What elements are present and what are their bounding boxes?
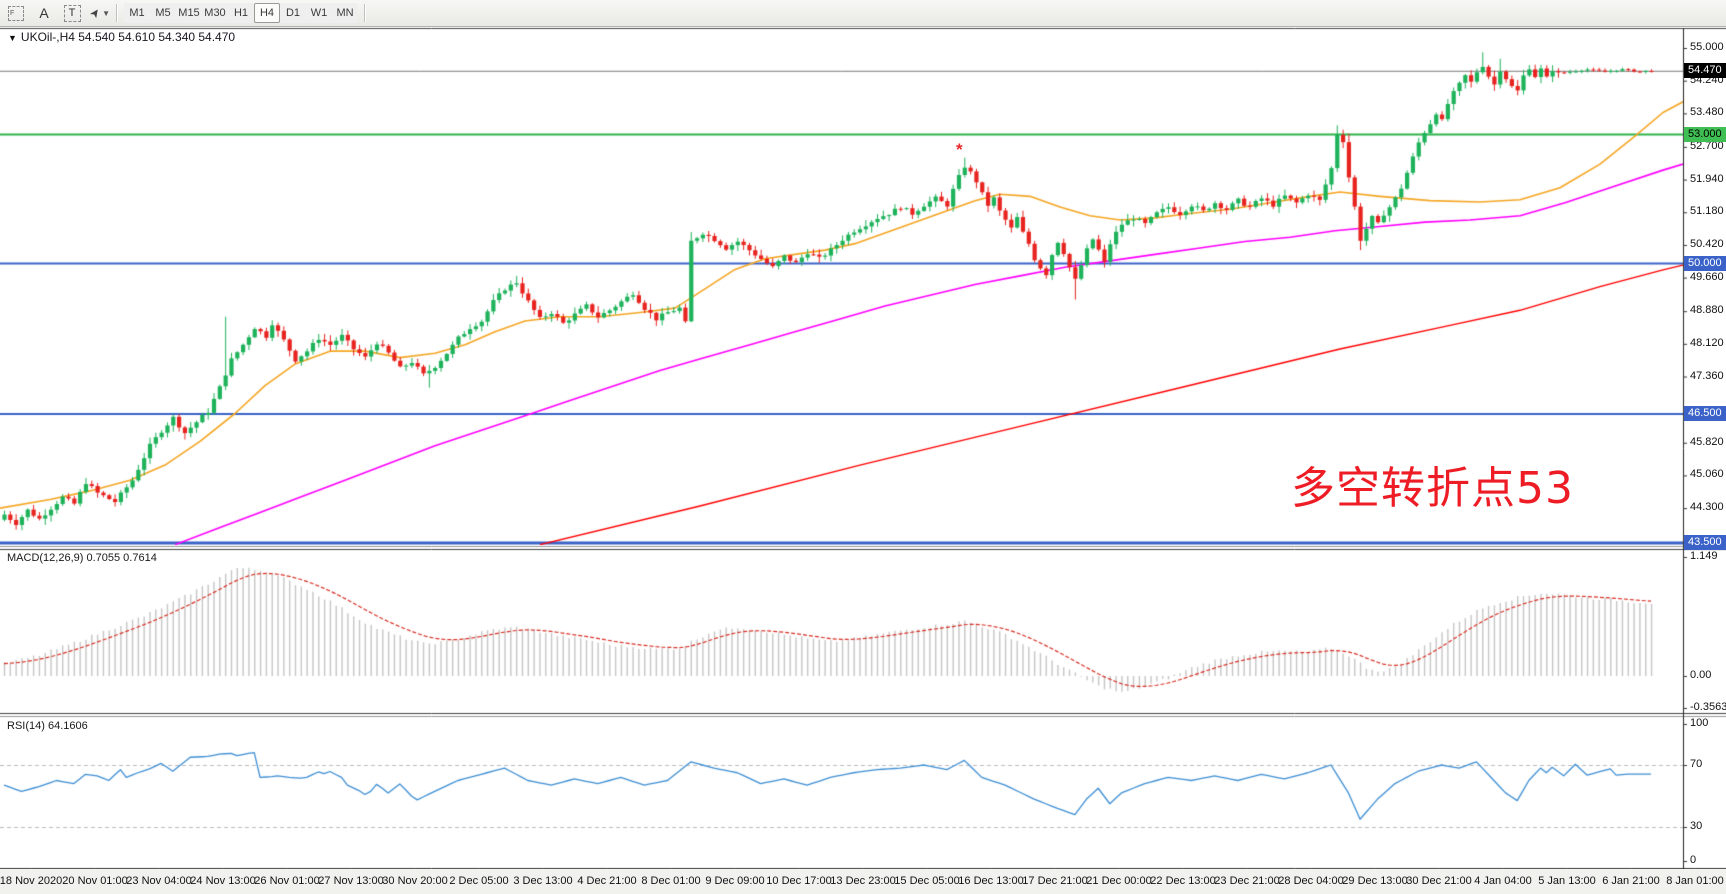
price-label: 55.000	[1690, 41, 1724, 53]
toolbar-separator	[115, 4, 118, 22]
macd-scale-label: 0.00	[1690, 669, 1712, 681]
timeframe-m30[interactable]: M30	[201, 3, 228, 23]
time-label: 23 Nov 04:00	[126, 875, 192, 887]
cursor-icon: ➤	[86, 4, 104, 22]
timeframe-m15[interactable]: M15	[175, 3, 202, 23]
time-label: 28 Dec 04:00	[1278, 875, 1344, 887]
price-label: 51.940	[1690, 172, 1724, 185]
macd-scale-label: -0.3563	[1690, 701, 1726, 713]
price-level-badge: 53.000	[1684, 126, 1726, 142]
time-label: 16 Dec 13:00	[958, 875, 1024, 887]
price-level-badge: 46.500	[1684, 406, 1726, 421]
time-label: 20 Nov 01:00	[62, 875, 128, 887]
time-label: 30 Dec 21:00	[1406, 875, 1472, 887]
toolbar: F A T ➤ ▼ M1 M5 M15 M30 H1 H4 D1 W1 MN	[0, 0, 1726, 27]
rsi-scale-label: 0	[1690, 854, 1697, 866]
price-label: 44.300	[1690, 501, 1724, 514]
timeframe-mn[interactable]: MN	[331, 3, 358, 23]
time-label: 3 Dec 13:00	[513, 875, 573, 887]
time-label: 5 Jan 13:00	[1538, 875, 1596, 887]
time-label: 13 Dec 23:00	[830, 875, 896, 887]
timeframe-h4[interactable]: H4	[253, 3, 280, 23]
time-label: 15 Dec 05:00	[894, 875, 960, 887]
price-label: 49.660	[1690, 270, 1724, 283]
price-level-badge: 43.500	[1684, 535, 1726, 550]
rsi-scale-label: 30	[1690, 820, 1703, 832]
macd-indicator-label: MACD(12,26,9) 0.7055 0.7614	[7, 552, 157, 564]
price-level-badge: 50.000	[1684, 255, 1726, 271]
price-label: 52.700	[1690, 139, 1724, 152]
time-label: 30 Nov 20:00	[382, 875, 448, 887]
chevron-down-icon[interactable]: ▼	[102, 8, 110, 18]
time-label: 22 Dec 13:00	[1150, 875, 1216, 887]
rsi-scale-label: 100	[1690, 717, 1709, 729]
grid-icon[interactable]: F	[4, 2, 28, 24]
timeframe-w1[interactable]: W1	[305, 3, 332, 23]
collapse-triangle-icon[interactable]: ▼	[8, 33, 17, 43]
current-price-badge: 54.470	[1684, 63, 1726, 79]
peak-marker: *	[956, 140, 963, 159]
timeframe-m1[interactable]: M1	[123, 3, 150, 23]
price-label: 48.880	[1690, 304, 1724, 317]
time-label: 6 Jan 21:00	[1602, 875, 1660, 887]
time-label: 27 Nov 13:00	[318, 875, 384, 887]
price-label: 53.480	[1690, 106, 1724, 119]
macd-scale-label: 1.149	[1690, 549, 1718, 562]
cursor-tool[interactable]: ➤ ▼	[86, 5, 110, 21]
time-label: 8 Jan 01:00	[1666, 875, 1724, 887]
time-label: 10 Dec 17:00	[766, 875, 832, 887]
timeframe-d1[interactable]: D1	[279, 3, 306, 23]
time-axis-band	[0, 869, 1726, 894]
time-label: 21 Dec 00:00	[1086, 875, 1152, 887]
timeframe-h1[interactable]: H1	[227, 3, 254, 23]
symbol-ohlc-text: UKOil-,H4 54.540 54.610 54.340 54.470	[20, 30, 236, 44]
time-label: 17 Dec 21:00	[1022, 875, 1088, 887]
time-label: 18 Nov 2020	[0, 875, 63, 887]
time-label: 8 Dec 01:00	[641, 875, 701, 887]
time-label: 9 Dec 09:00	[705, 875, 765, 887]
price-label: 45.820	[1690, 435, 1724, 448]
chart-title: ▼ UKOil-,H4 54.540 54.610 54.340 54.470	[8, 30, 235, 44]
price-label: 48.120	[1690, 336, 1724, 349]
time-label: 4 Jan 04:00	[1474, 875, 1532, 887]
rsi-scale-label: 70	[1690, 758, 1703, 770]
text-tool-icon[interactable]: T	[60, 2, 84, 24]
toolbar-separator	[363, 4, 366, 22]
timeframe-m5[interactable]: M5	[149, 3, 176, 23]
price-label: 50.420	[1690, 237, 1724, 250]
time-label: 23 Dec 21:00	[1214, 875, 1280, 887]
time-label: 4 Dec 21:00	[577, 875, 637, 887]
font-tool-icon[interactable]: A	[39, 5, 49, 21]
rsi-indicator-label: RSI(14) 64.1606	[7, 720, 88, 732]
time-label: 2 Dec 05:00	[449, 875, 509, 887]
time-label: 24 Nov 13:00	[190, 875, 256, 887]
chart-annotation-text: 多空转折点53	[1291, 463, 1574, 514]
time-label: 29 Dec 13:00	[1342, 875, 1408, 887]
price-label: 51.180	[1690, 205, 1724, 218]
time-label: 26 Nov 01:00	[254, 875, 320, 887]
price-label: 45.060	[1690, 468, 1724, 481]
price-label: 47.360	[1690, 369, 1724, 382]
